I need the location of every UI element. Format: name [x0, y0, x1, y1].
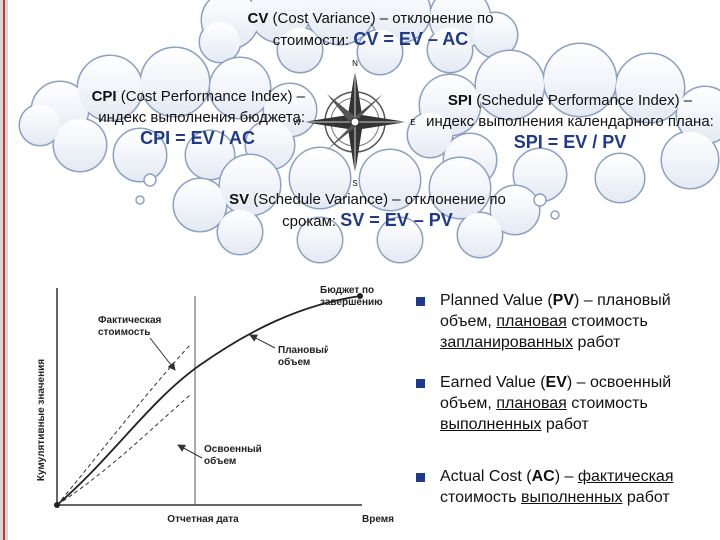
cloud-text: SPI (Schedule Performance Index) – индек… [425, 90, 715, 154]
bullet-text: Earned Value (EV) – освоенный объем, пла… [440, 372, 715, 435]
cloud-puff [200, 22, 240, 62]
cloud-puff [114, 129, 166, 181]
cloud-puff [54, 119, 106, 171]
text-segment: работ [573, 334, 621, 351]
bullet-text: Planned Value (PV) – плановый объем, пла… [440, 290, 715, 353]
abbr: SV [229, 191, 250, 208]
text-segment: плановая [496, 313, 567, 330]
cloud-puff [491, 186, 539, 234]
x-axis-label: Время [362, 514, 394, 525]
text-segment: стоимость [566, 313, 648, 330]
report-date-label: Отчетная дата [167, 514, 239, 525]
clouds [18, 0, 720, 264]
text-segment: Planned Value ( [440, 292, 553, 309]
text-segment: стоимость [566, 395, 648, 412]
cloud-puff [220, 155, 280, 215]
side-stripe-accent [3, 0, 5, 540]
cloud-bubble [533, 193, 547, 207]
actual-curve [56, 344, 191, 506]
cloud-puff [408, 113, 452, 157]
cloud-bubble [550, 210, 560, 220]
text-segment: Actual Cost ( [440, 468, 532, 485]
text-segment: EV [545, 374, 567, 391]
cloud-puff [476, 51, 544, 119]
compass: N E S W [293, 59, 415, 188]
desc: (Cost Performance Index) – индекс выполн… [98, 88, 305, 126]
bullet-text: Actual Cost (AC) – фактическая стоимость… [440, 466, 715, 508]
text-segment: запланированных [440, 334, 574, 351]
cloud-puff [358, 30, 402, 74]
cloud-puff [677, 87, 720, 143]
abbr: CPI [91, 88, 117, 105]
cloud-puff [378, 218, 422, 262]
text-segment: Earned Value ( [440, 374, 546, 391]
cloud-puff [616, 54, 684, 122]
formula: SPI = EV / PV [513, 132, 627, 152]
cloud-puff [544, 44, 616, 116]
cloud-puff [596, 154, 644, 202]
cloud-puff [210, 58, 270, 118]
text-segment: выполненных [521, 489, 623, 506]
cloud-bubble [135, 195, 145, 205]
desc: (Schedule Performance Index) – индекс вы… [426, 92, 714, 130]
text-segment: PV [552, 292, 575, 309]
cloud-puff [473, 13, 517, 57]
ev-diagram: Бюджет по завершению Фактическая стоимос… [36, 285, 394, 525]
y-axis-label: Кумулятивные значения [36, 359, 47, 481]
cloud-text: SV (Schedule Variance) – отклонение по с… [205, 189, 530, 232]
compass-north: N [352, 59, 358, 68]
abbr: CV [247, 10, 269, 27]
text-segment: фактическая [577, 468, 674, 485]
text-segment: AC [531, 468, 555, 485]
cloud-puff [428, 28, 472, 72]
cloud-puff [662, 132, 718, 188]
compass-east: E [410, 118, 415, 127]
cloud-puff [218, 210, 262, 254]
bullet-marker [416, 379, 425, 388]
text-segment: ) – плановый объем, [440, 292, 671, 330]
cloud-puff [430, 158, 490, 218]
text-segment: ) – [554, 468, 578, 485]
label-planned: Плановый объем [278, 345, 328, 368]
formula: CV = EV – AC [353, 29, 469, 49]
cloud-bubble [143, 173, 157, 187]
text-segment: работ [622, 489, 670, 506]
formula: CPI = EV / AC [140, 128, 255, 148]
desc: (Schedule Variance) – отклонение по срок… [249, 191, 506, 230]
label-earned: Освоенный объем [204, 444, 262, 467]
cloud-puff [360, 150, 420, 210]
text-segment: стоимость [440, 489, 521, 506]
cloud-puff [186, 131, 234, 179]
cloud-puff [306, 0, 374, 44]
cloud-text: CV (Cost Variance) – отклонение по стоим… [228, 8, 513, 51]
cloud-puff [78, 56, 142, 120]
text-segment: плановая [496, 395, 567, 412]
cloud-puff [20, 105, 60, 145]
compass-west: W [293, 118, 301, 127]
label-actual: Фактическая стоимость [98, 315, 162, 338]
planned-curve [56, 295, 361, 506]
text-segment: ) – освоенный объем, [440, 374, 672, 412]
bullet-marker [416, 473, 425, 482]
cloud-puff [278, 28, 322, 72]
cloud-puff [174, 179, 226, 231]
bullet-marker [416, 297, 425, 306]
cloud-puff [298, 218, 342, 262]
compass-south: S [352, 179, 357, 188]
text-segment: выполненных [440, 416, 542, 433]
cloud-puff [290, 148, 350, 208]
text-segment: работ [541, 416, 589, 433]
cloud-puff [458, 213, 502, 257]
cloud-puff [141, 48, 209, 116]
formula: SV = EV – PV [340, 210, 453, 230]
earned-curve [56, 394, 191, 506]
label-budget-text: Бюджет по завершению [320, 285, 383, 308]
desc: (Cost Variance) – отклонение по стоимост… [268, 10, 494, 49]
abbr: SPI [447, 92, 473, 109]
cloud-text: CPI (Cost Performance Index) – индекс вы… [40, 86, 305, 150]
